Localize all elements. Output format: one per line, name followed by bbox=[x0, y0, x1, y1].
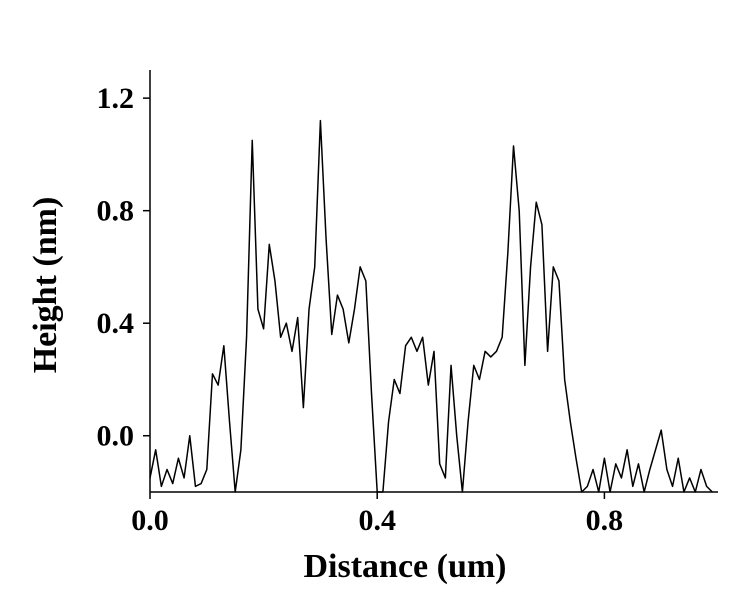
y-tick-label: 1.2 bbox=[97, 82, 135, 115]
x-tick-label: 0.0 bbox=[131, 504, 169, 537]
y-tick-label: 0.0 bbox=[97, 420, 135, 453]
y-axis-label: Height (nm) bbox=[27, 197, 64, 374]
x-axis-label: Distance (um) bbox=[303, 548, 506, 585]
x-tick-label: 0.4 bbox=[358, 504, 396, 537]
profile-line bbox=[149, 119, 713, 493]
y-tick-label: 0.4 bbox=[97, 307, 135, 340]
x-tick-label: 0.8 bbox=[586, 504, 624, 537]
y-tick-label: 0.8 bbox=[97, 195, 135, 228]
